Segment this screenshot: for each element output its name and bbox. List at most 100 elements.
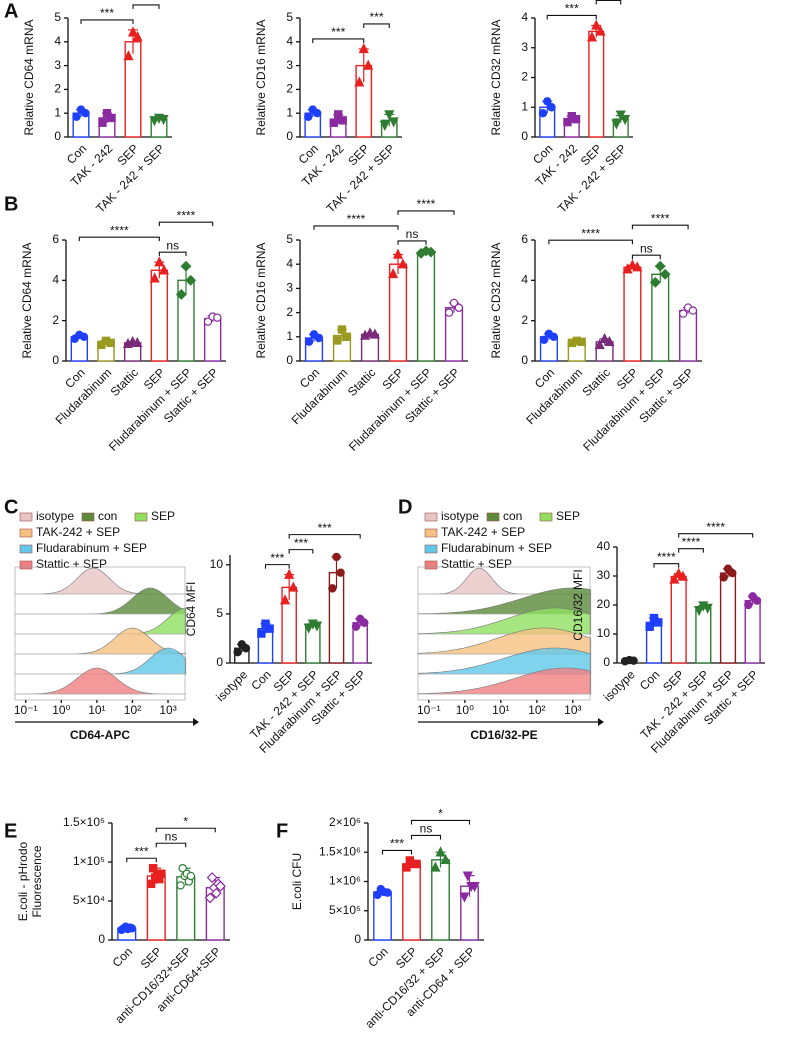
panel-letter: C: [4, 496, 18, 518]
y-tick-label: 1: [286, 105, 293, 119]
y-tick-label: 0: [216, 655, 223, 669]
significance-label: ****: [706, 520, 725, 534]
significance-bracket: [631, 254, 661, 260]
x-tick-label: Stattic: [345, 365, 378, 398]
legend-swatch: [19, 512, 33, 522]
significance-label: ****: [110, 223, 129, 237]
significance-label: ns: [166, 238, 179, 252]
y-tick-label: 1: [286, 329, 293, 343]
data-point: [586, 31, 598, 42]
data-point: [645, 622, 654, 631]
panel-letter: A: [4, 0, 18, 22]
data-point: [412, 859, 421, 869]
data-point: [178, 864, 187, 873]
bar: [373, 891, 392, 941]
data-point: [379, 120, 390, 132]
data-point: [257, 629, 266, 638]
data-point: [332, 552, 341, 562]
data-point: [611, 119, 622, 130]
legend-swatch: [424, 528, 438, 538]
panel-letter: B: [4, 193, 18, 215]
data-point: [329, 118, 338, 127]
data-point: [659, 268, 671, 280]
data-point: [279, 594, 291, 605]
data-point: [649, 276, 661, 288]
y-axis-label: CD64 MFI: [184, 582, 198, 637]
data-point: [338, 116, 347, 125]
significance-bracket: [264, 564, 290, 569]
data-point: [213, 313, 222, 322]
histogram-curve: [417, 607, 592, 635]
legend-label: SEP: [556, 509, 580, 523]
significance-label: ***: [331, 25, 345, 39]
data-point: [693, 606, 705, 617]
significance-label: ****: [657, 550, 676, 564]
significance-bracket: [313, 225, 399, 230]
y-tick-label: 2: [521, 313, 528, 327]
data-point: [454, 303, 464, 312]
bar: [719, 572, 737, 664]
significance-label: ***: [390, 837, 404, 851]
y-axis-label: Relative CD32 mRNA: [489, 19, 503, 135]
significance-label: ***: [318, 521, 332, 535]
x-tick-label: 10¹: [88, 703, 105, 717]
legend-swatch: [19, 528, 33, 538]
significance-label: *: [183, 814, 188, 828]
x-tick-label: 10⁻¹: [14, 703, 38, 717]
data-point: [595, 25, 606, 36]
data-point: [654, 260, 666, 272]
data-point: [649, 613, 659, 623]
data-point: [214, 880, 226, 892]
panel-letter: F: [276, 820, 288, 842]
legend-swatch: [424, 560, 438, 570]
y-tick-label: 1.5×10⁶: [319, 844, 361, 858]
data-point: [360, 618, 369, 627]
y-tick-label: 1: [521, 99, 528, 113]
y-tick-label: 4: [521, 273, 528, 287]
y-tick-label: 0: [521, 353, 528, 367]
y-tick-label: 2: [286, 305, 293, 319]
data-point: [388, 117, 399, 128]
significance-label: ***: [100, 6, 114, 20]
y-tick-label: 5: [286, 10, 293, 24]
bar: [651, 273, 670, 362]
data-point: [342, 332, 352, 342]
y-axis-label: Relative CD64 mRNA: [20, 242, 34, 358]
significance-label: ****: [177, 208, 196, 222]
y-axis-label: Fluorescence: [30, 845, 44, 917]
x-tick-label: 10¹: [492, 703, 509, 717]
significance-bracket: [548, 239, 633, 245]
data-point: [354, 76, 365, 87]
y-tick-label: 3: [286, 58, 293, 72]
data-point: [363, 59, 374, 70]
y-tick-label: 10: [597, 626, 611, 640]
significance-label: ***: [134, 844, 148, 858]
data-point: [459, 892, 470, 903]
data-point: [204, 892, 216, 904]
data-point: [392, 248, 404, 259]
x-axis-label: CD64-APC: [70, 728, 130, 742]
data-point: [98, 118, 107, 127]
data-point: [744, 600, 753, 610]
histogram-curve: [417, 587, 592, 615]
data-point: [752, 596, 762, 605]
y-tick-label: 0: [521, 129, 528, 143]
significance-bracket: [132, 4, 160, 9]
data-point: [332, 336, 342, 345]
significance-bracket: [397, 240, 427, 245]
arrow-head: [193, 718, 199, 726]
data-point: [599, 332, 610, 344]
legend-swatch: [424, 544, 438, 554]
x-tick-label: 10²: [124, 703, 141, 717]
significance-bracket: [158, 221, 214, 227]
y-tick-label: 3: [286, 281, 293, 295]
legend-swatch: [539, 512, 553, 522]
significance-bracket: [80, 19, 134, 24]
bar: [431, 859, 450, 941]
significance-bracket: [678, 533, 754, 538]
legend-label: TAK-242 + SEP: [441, 525, 525, 539]
y-tick-label: 5: [54, 10, 61, 24]
legend-swatch: [81, 512, 95, 522]
y-tick-label: 3: [54, 58, 61, 72]
data-point: [284, 568, 295, 579]
